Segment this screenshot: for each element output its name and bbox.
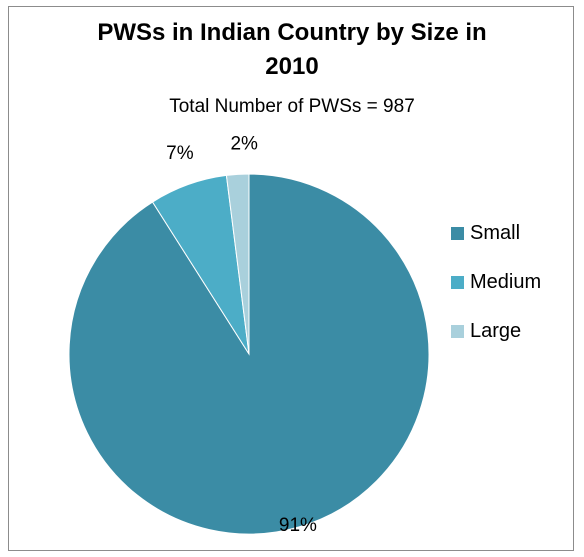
legend-swatch-small	[451, 226, 464, 240]
data-label-medium: 7%	[166, 143, 194, 164]
legend-item-large: Large	[451, 317, 571, 345]
data-label-small: 91%	[279, 515, 317, 536]
chart-title-line-2: 2010	[265, 53, 319, 80]
chart-title: PWSs in Indian Country by Size in 2010	[9, 16, 575, 84]
chart-subtitle: Total Number of PWSs = 987	[169, 96, 415, 117]
pie-data-labels: 91% 7% 2%	[166, 133, 317, 536]
legend-label-medium: Medium	[470, 271, 542, 293]
chart-title-line-1: PWSs in Indian Country by Size in	[97, 19, 487, 46]
pie-chart: 91% 7% 2%	[68, 133, 430, 536]
legend-label-large: Large	[470, 320, 522, 342]
pie-slices	[68, 173, 430, 535]
legend-label-small: Small	[470, 222, 521, 244]
legend-swatch-medium	[451, 275, 464, 289]
legend: Small Medium Large	[451, 219, 571, 366]
legend-swatch-large	[451, 324, 464, 338]
chart-frame: PWSs in Indian Country by Size in 2010 T…	[8, 6, 574, 551]
legend-item-small: Small	[451, 219, 571, 247]
legend-item-medium: Medium	[451, 268, 571, 296]
data-label-large: 2%	[230, 133, 258, 154]
pie-slice-large	[225, 173, 250, 355]
